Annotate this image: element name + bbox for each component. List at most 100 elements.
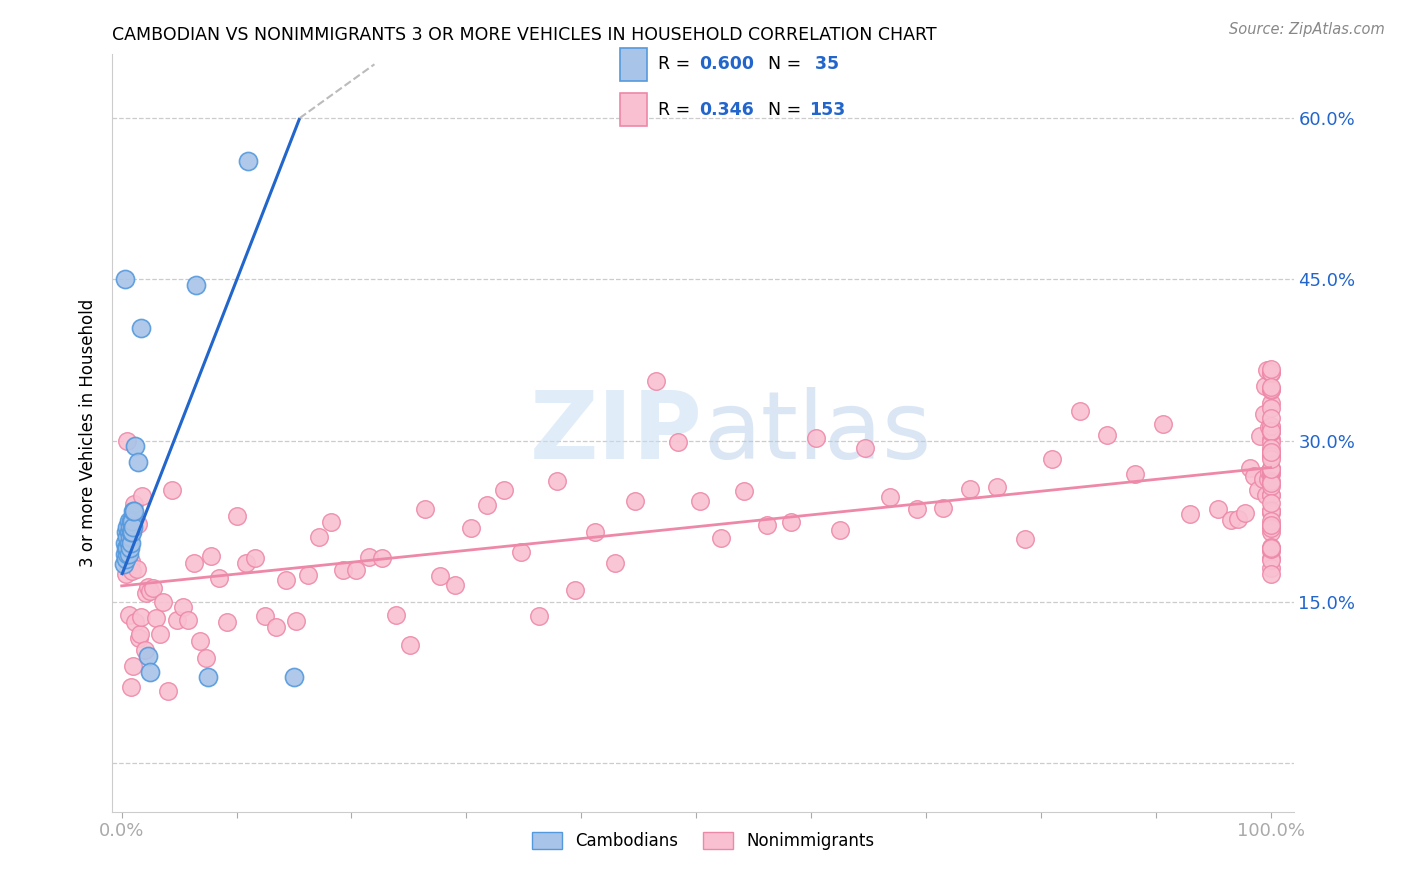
Point <box>603 556 626 570</box>
Point <box>1260 467 1282 482</box>
Point <box>117 536 139 550</box>
Point <box>115 566 138 581</box>
Text: 35: 35 <box>808 55 839 73</box>
Point <box>1260 367 1282 381</box>
Point <box>118 531 141 545</box>
Point <box>1260 544 1282 558</box>
Point <box>225 509 247 524</box>
Point <box>1254 379 1277 393</box>
Point <box>1260 524 1282 539</box>
Point <box>112 558 135 572</box>
Point <box>115 552 138 566</box>
Point <box>136 648 159 663</box>
Point <box>564 583 586 598</box>
Point <box>1247 483 1270 498</box>
Point <box>1260 380 1282 394</box>
Point <box>1260 496 1282 510</box>
Point <box>254 609 277 624</box>
Point <box>624 494 647 508</box>
Point <box>1260 421 1282 435</box>
Point <box>1260 452 1282 467</box>
Text: atlas: atlas <box>703 386 931 479</box>
Point <box>1260 425 1282 439</box>
Point <box>1014 532 1036 546</box>
Point <box>733 483 755 498</box>
Point <box>134 643 156 657</box>
Point <box>1260 365 1282 379</box>
Text: ZIP: ZIP <box>530 386 703 479</box>
Point <box>1256 363 1278 377</box>
Point <box>1040 451 1063 466</box>
Point <box>145 611 167 625</box>
Point <box>183 557 205 571</box>
Text: N =: N = <box>768 55 807 73</box>
Point <box>135 586 157 600</box>
Point <box>494 483 516 498</box>
Point <box>283 670 305 684</box>
Point <box>1260 560 1282 574</box>
Point <box>879 490 901 504</box>
Text: 153: 153 <box>808 101 845 119</box>
Point <box>1260 425 1282 440</box>
Point <box>1260 362 1282 376</box>
Point <box>1260 540 1282 554</box>
Point <box>1253 407 1275 421</box>
Point <box>1260 441 1282 455</box>
Point <box>1254 488 1277 502</box>
Point <box>1260 419 1282 434</box>
Point <box>399 638 422 652</box>
Point <box>120 525 142 540</box>
Point <box>1260 461 1282 475</box>
Point <box>666 435 689 450</box>
Point <box>114 272 136 286</box>
Point <box>117 531 139 545</box>
Point <box>177 613 200 627</box>
Point <box>780 515 803 529</box>
Point <box>460 521 482 535</box>
Point <box>121 514 143 528</box>
Point <box>117 547 139 561</box>
Point <box>1260 517 1282 532</box>
Point <box>527 608 550 623</box>
Point <box>1069 404 1091 418</box>
Point <box>152 595 174 609</box>
Point <box>127 455 149 469</box>
Text: N =: N = <box>768 101 807 119</box>
Point <box>118 541 141 556</box>
Point <box>124 497 146 511</box>
Point <box>1227 512 1250 526</box>
Point <box>1260 401 1282 415</box>
Point <box>413 501 436 516</box>
Point <box>344 563 367 577</box>
Point <box>689 494 711 508</box>
Point <box>1258 420 1281 434</box>
Point <box>1097 428 1119 442</box>
Point <box>1260 411 1282 425</box>
Point <box>124 439 146 453</box>
Text: 0.600: 0.600 <box>699 55 755 73</box>
Text: CAMBODIAN VS NONIMMIGRANTS 3 OR MORE VEHICLES IN HOUSEHOLD CORRELATION CHART: CAMBODIAN VS NONIMMIGRANTS 3 OR MORE VEH… <box>112 26 938 44</box>
Point <box>125 561 148 575</box>
Point <box>1206 501 1229 516</box>
Point <box>200 549 222 563</box>
Point <box>139 584 162 599</box>
Point <box>1249 429 1271 443</box>
Point <box>1260 487 1282 501</box>
Point <box>905 501 928 516</box>
Point <box>1260 488 1282 502</box>
Point <box>1178 507 1201 521</box>
Point <box>160 483 183 497</box>
Y-axis label: 3 or more Vehicles in Household: 3 or more Vehicles in Household <box>79 299 97 566</box>
Point <box>120 680 142 694</box>
Point <box>1257 472 1279 486</box>
Point <box>136 580 159 594</box>
Point <box>120 554 142 568</box>
Point <box>1260 474 1282 488</box>
Point <box>274 573 297 587</box>
Point <box>114 547 136 561</box>
Point <box>1260 432 1282 446</box>
Point <box>121 525 143 540</box>
Text: 0.346: 0.346 <box>699 101 754 119</box>
Point <box>217 615 239 630</box>
Point <box>1260 521 1282 535</box>
